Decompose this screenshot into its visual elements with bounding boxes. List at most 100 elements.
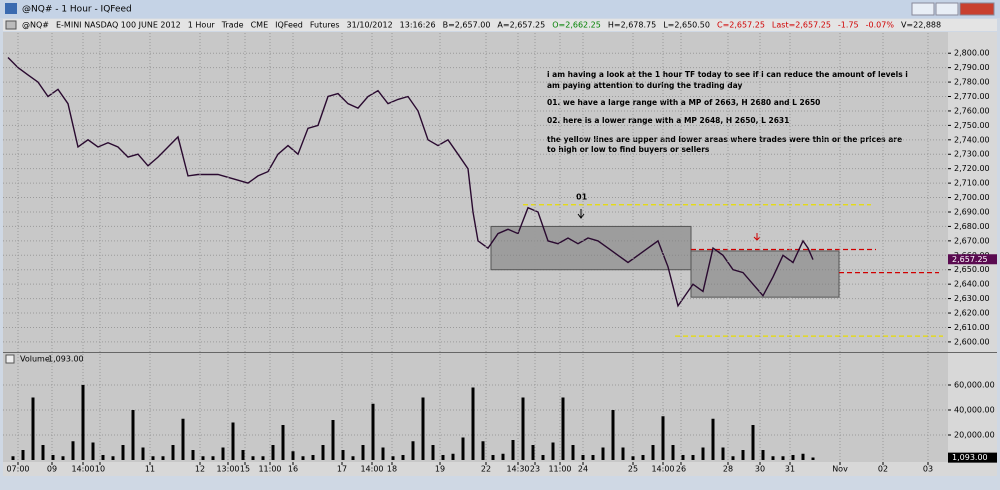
volume-bar [601,447,605,460]
note-line: 02. here is a lower range with a MP 2648… [547,116,789,125]
maximize-button[interactable] [935,2,959,16]
volume-value: 1,093.00 [48,355,84,364]
marker-label: 01 [576,193,588,202]
x-tick-label: Nov [832,465,848,474]
price-line [7,57,814,308]
header-field: O=2,662.25 [552,21,601,30]
minimize-button[interactable] [911,2,935,16]
volume-bar [21,450,25,460]
header-field: E-MINI NASDAQ 100 JUNE 2012 [56,21,181,30]
volume-bar [271,445,275,460]
y-tick-label: 2,790.00 [954,63,990,72]
range-box [490,225,692,271]
volume-bar [701,447,705,460]
y-tick-label: 60,000.00 [954,381,995,390]
price-pane [3,32,948,352]
x-tick-label: 11 [145,465,155,474]
x-tick-label: 16 [288,465,298,474]
volume-bar [201,456,205,460]
volume-bar [121,445,125,460]
volume-bar [791,455,795,460]
x-tick-label: 10 [95,465,105,474]
volume-bar [231,422,235,460]
volume-bar [521,397,525,460]
x-tick-label: 12 [195,465,205,474]
volume-bar [221,447,225,460]
volume-bar [631,456,635,460]
volume-bar [811,457,815,460]
volume-bar [331,420,335,460]
volume-bar [481,441,485,460]
header-field: 13:16:26 [400,21,436,30]
x-tick-label: 14:00 [651,465,674,474]
volume-bar [251,456,255,460]
y-tick-label: 40,000.00 [954,406,995,415]
x-tick-label: 23 [530,465,540,474]
y-tick-label: 2,690.00 [954,207,990,216]
note-line: to high or low to find buyers or sellers [547,145,710,154]
x-tick-label: 09 [47,465,57,474]
y-tick-label: 2,680.00 [954,222,990,231]
volume-bar [241,450,245,460]
header-field: IQFeed [275,21,303,30]
y-tick-label: 2,700.00 [954,193,990,202]
volume-bar [801,453,805,460]
header-field: CME [251,21,269,30]
volume-bar [771,456,775,460]
volume-bar [181,418,185,460]
volume-bar [171,445,175,460]
volume-bar [101,455,105,460]
header-field: @NQ# [22,21,49,30]
header-field: C=2,657.25 [717,21,765,30]
header-field: Futures [310,21,340,30]
x-tick-label: 07:00 [6,465,29,474]
volume-bar [51,455,55,460]
y-tick-label: 2,800.00 [954,49,990,58]
volume-bar [141,447,145,460]
y-tick-label: 2,720.00 [954,164,990,173]
header-field: 31/10/2012 [347,21,393,30]
volume-bar [421,397,425,460]
volume-tag-label: 1,093.00 [952,453,988,462]
volume-bar [41,445,45,460]
volume-bar [651,445,655,460]
toolbar-icon[interactable] [5,20,17,30]
header-field: B=2,657.00 [443,21,491,30]
pane-collapse[interactable] [5,354,15,364]
y-tick-label: 2,780.00 [954,78,990,87]
volume-tag [948,452,997,463]
volume-bar [461,437,465,460]
y-tick-label: 2,650.00 [954,265,990,274]
x-tick-label: 30 [755,465,765,474]
volume-bar [741,450,745,460]
volume-bar [751,425,755,460]
header-field: A=2,657.25 [497,21,545,30]
y-tick-label: 2,620.00 [954,309,990,318]
x-tick-label: 11:00 [258,465,281,474]
volume-bar [561,397,565,460]
close-button[interactable] [959,2,995,16]
y-tick-label: 2,740.00 [954,135,990,144]
volume-bar [291,451,295,460]
last-price-label: 2,657.25 [952,255,988,264]
x-tick-label: 02 [878,465,888,474]
y-tick-label: 2,610.00 [954,323,990,332]
y-tick-label: 2,710.00 [954,179,990,188]
toolbar [3,19,997,31]
volume-bar [451,453,455,460]
range-box [690,250,840,298]
x-tick-label: 14:00 [71,465,94,474]
x-tick-label: 31 [785,465,795,474]
x-tick-label: 11:00 [548,465,571,474]
y-tick-label: 2,640.00 [954,280,990,289]
volume-bar [541,455,545,460]
x-tick-label: 15 [240,465,250,474]
volume-bar [321,445,325,460]
volume-bar [401,455,405,460]
volume-bar [151,456,155,460]
volume-bar [511,440,515,460]
note-line: the yellow lines are upper and lower are… [547,135,902,144]
volume-bar [91,442,95,460]
volume-bar [61,456,65,460]
volume-bar [81,385,85,460]
